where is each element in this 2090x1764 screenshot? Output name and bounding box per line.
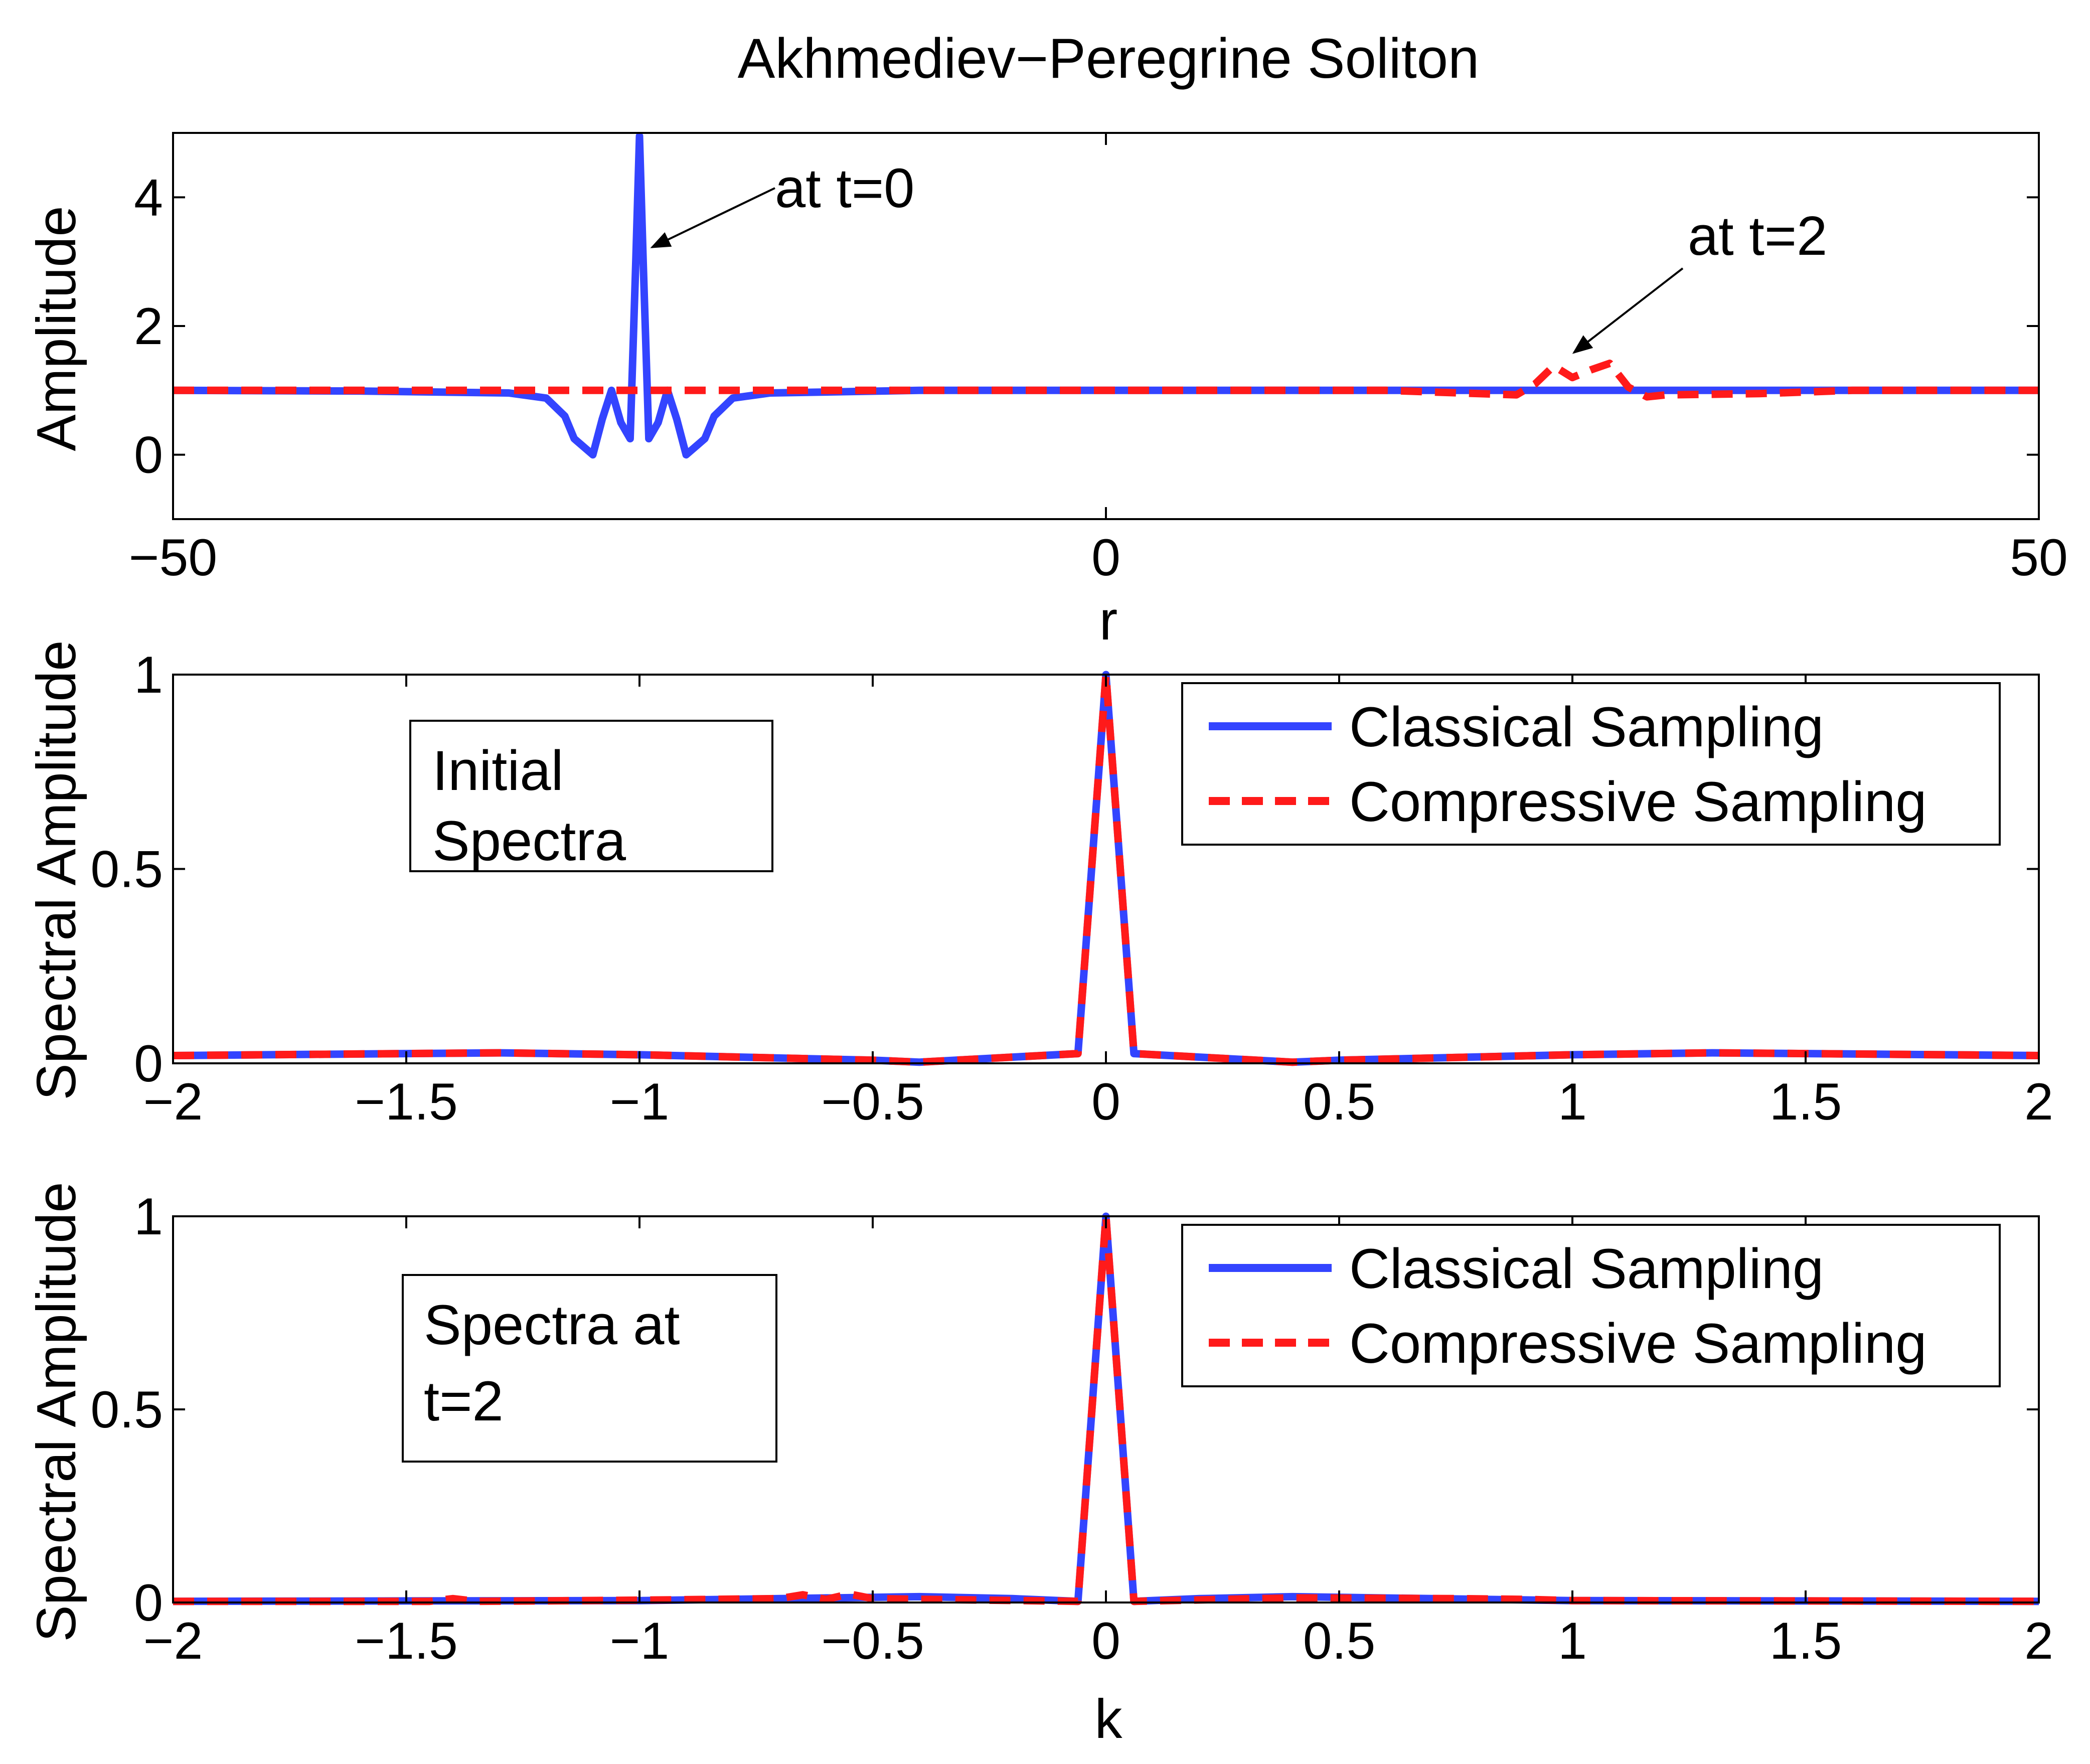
- plot-area-amplitude: [172, 132, 2040, 520]
- x-tick-label: 2: [2024, 1073, 2053, 1131]
- y-tick-label: 2: [134, 297, 163, 356]
- legend-label-compressive: Compressive Sampling: [1349, 1312, 1927, 1375]
- tick-layer-spectra-t2: −2 −1.5 −1 −0.5 0 0.5 1 1.5 2 0 0.5 1: [90, 1188, 2053, 1670]
- y-tick-label: 0.5: [90, 1381, 163, 1439]
- x-tick-label: 0: [1091, 529, 1120, 587]
- x-tick-label: 1: [1558, 1073, 1587, 1131]
- x-axis-label-r: r: [1099, 590, 1118, 652]
- x-tick-label: −1.5: [355, 1612, 457, 1670]
- legend-initial-spectra: Classical Sampling Compressive Sampling: [1181, 682, 2001, 846]
- x-tick-label: −0.5: [821, 1073, 924, 1131]
- series-line-at-t-0: [173, 132, 2039, 459]
- axis-frame-initial-spectra: [172, 674, 2040, 1064]
- y-tick-label: 4: [134, 169, 163, 227]
- series-line-compressive-sampling: [173, 671, 2039, 1066]
- legend-box: [1181, 682, 2001, 846]
- textbox-line-2: t=2: [424, 1370, 504, 1432]
- x-tick-label: 0: [1091, 1612, 1120, 1670]
- annotation-at-t0: at t=0: [775, 157, 914, 219]
- textbox-spectra-t2: [402, 1274, 777, 1463]
- x-tick-label: 0.5: [1303, 1073, 1376, 1131]
- x-tick-label: −1: [610, 1612, 670, 1670]
- x-tick-label: 0.5: [1303, 1612, 1376, 1670]
- x-tick-label: 50: [2010, 529, 2068, 587]
- y-tick-label: 0.5: [90, 841, 163, 899]
- x-tick-label: −0.5: [821, 1612, 924, 1670]
- x-tick-label: −2: [143, 1612, 203, 1670]
- panel-amplitude: −50 0 50 0 2 4 r Amplitude at t=0 at t=2: [26, 132, 2068, 652]
- annotation-arrow-t2: [1572, 267, 1684, 354]
- textbox-initial-spectra: [409, 720, 773, 872]
- annotation-arrow-t0: [650, 187, 775, 248]
- legend-label-compressive: Compressive Sampling: [1349, 770, 1927, 833]
- panel-spectra-t2: −2 −1.5 −1 −0.5 0 0.5 1 1.5 2 0 0.5 1 k Spectral Am…: [26, 1182, 2053, 1750]
- y-axis-label-spectral-2: Spectral Amplitude: [26, 1182, 87, 1642]
- y-axis-label-amplitude: Amplitude: [26, 206, 87, 451]
- y-tick-label: 0: [134, 1574, 163, 1632]
- legend-box: [1181, 1224, 2001, 1387]
- x-tick-label: −1: [610, 1073, 670, 1131]
- x-tick-label: −2: [143, 1073, 203, 1131]
- axis-frame-spectra-t2: [172, 1215, 2040, 1603]
- y-axis-label-spectral-1: Spectral Amplitude: [26, 640, 87, 1100]
- textbox-line-1: Initial: [432, 739, 563, 802]
- legend-label-classical: Classical Sampling: [1349, 1237, 1824, 1300]
- y-tick-label: 0: [134, 426, 163, 485]
- axis-frame-amplitude: [172, 132, 2040, 520]
- panel-initial-spectra: −2 −1.5 −1 −0.5 0 0.5 1 1.5 2 0 0.5 1 Spectral Ampl…: [26, 640, 2053, 1131]
- x-tick-label: 0: [1091, 1073, 1120, 1131]
- figure-title: Akhmediev−Peregrine Soliton: [738, 27, 1480, 90]
- x-tick-label: −50: [129, 529, 217, 587]
- legend-label-classical: Classical Sampling: [1349, 696, 1824, 758]
- x-axis-label-k: k: [1095, 1688, 1123, 1750]
- x-tick-label: 2: [2024, 1612, 2053, 1670]
- y-tick-label: 1: [134, 1188, 163, 1246]
- series-line-at-t-2: [173, 359, 2039, 401]
- x-tick-label: −1.5: [355, 1073, 457, 1131]
- legend-spectra-t2: Classical Sampling Compressive Sampling: [1181, 1224, 2001, 1387]
- x-tick-label: 1: [1558, 1612, 1587, 1670]
- series-layer-amplitude: [173, 132, 2039, 459]
- x-tick-label: 1.5: [1770, 1073, 1842, 1131]
- y-tick-label: 0: [134, 1035, 163, 1093]
- y-tick-label: 1: [134, 646, 163, 704]
- x-tick-label: 1.5: [1770, 1612, 1842, 1670]
- tick-layer-initial-spectra: −2 −1.5 −1 −0.5 0 0.5 1 1.5 2 0 0.5 1: [90, 646, 2053, 1131]
- textbox-line-1: Spectra at: [424, 1294, 680, 1356]
- annotation-at-t2: at t=2: [1688, 205, 1827, 267]
- tick-layer-amplitude: −50 0 50 0 2 4: [129, 133, 2068, 587]
- textbox-line-2: Spectra: [432, 810, 626, 872]
